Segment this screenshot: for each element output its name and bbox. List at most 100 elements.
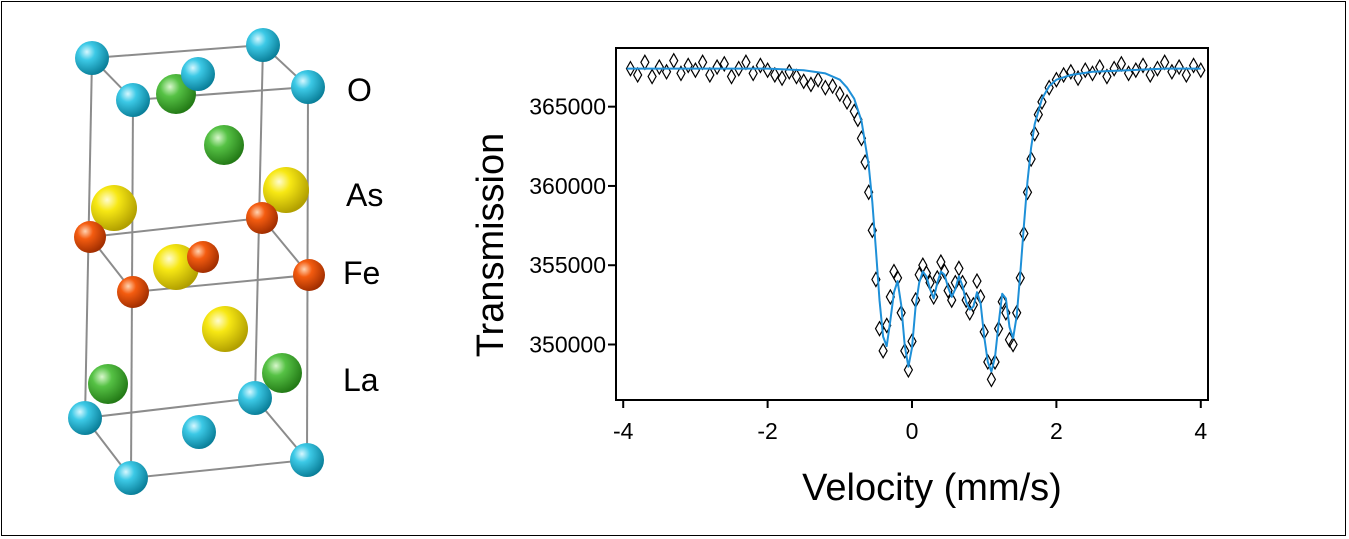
data-point	[1030, 125, 1040, 142]
atom-la	[88, 364, 128, 404]
data-point	[813, 71, 823, 88]
x-axis-title: Velocity (mm/s)	[802, 467, 1062, 509]
x-tick-label: 4	[1194, 418, 1207, 444]
data-point	[1037, 93, 1047, 111]
data-point	[820, 79, 831, 96]
data-point	[1188, 57, 1199, 74]
data-point	[1131, 61, 1141, 79]
data-point	[1095, 58, 1105, 76]
data-point	[1058, 66, 1069, 84]
data-point	[726, 68, 737, 85]
data-point	[1109, 60, 1119, 77]
data-point	[900, 342, 910, 360]
x-tick-label: -2	[757, 418, 777, 444]
data-point	[983, 353, 993, 371]
data-point	[734, 60, 744, 77]
data-point	[719, 55, 729, 73]
data-point	[697, 54, 708, 71]
data-point	[806, 76, 816, 93]
y-tick-label: 360000	[529, 173, 606, 199]
data-points	[625, 52, 1206, 388]
data-point	[939, 263, 950, 280]
data-point	[676, 65, 686, 82]
data-point	[1087, 65, 1098, 82]
mossbauer-chart: -4 -2 0 2 4 350000 355000 360000 365000 Velocit…	[470, 47, 1209, 509]
element-label-as: As	[346, 177, 383, 213]
atom-o	[238, 381, 272, 415]
y-tick-label: 365000	[529, 94, 606, 120]
atom-as	[91, 185, 137, 231]
data-point	[1051, 71, 1062, 88]
atom-o	[116, 83, 150, 117]
data-point	[827, 77, 838, 95]
atom-o	[182, 415, 216, 449]
data-point	[968, 296, 979, 314]
element-legend: O As Fe La	[343, 72, 383, 398]
data-point	[928, 288, 939, 306]
data-point	[683, 57, 693, 74]
data-point	[1145, 66, 1155, 84]
data-point	[936, 253, 946, 271]
data-point	[961, 291, 971, 309]
data-point	[1019, 225, 1029, 242]
data-point	[990, 353, 1000, 371]
data-point	[878, 342, 888, 360]
y-tick-label: 355000	[529, 252, 606, 278]
data-point	[1181, 66, 1192, 84]
element-label-fe: Fe	[343, 255, 380, 291]
data-point	[1152, 60, 1163, 77]
data-point	[947, 291, 957, 309]
data-point	[1066, 63, 1076, 80]
data-point	[1080, 61, 1090, 79]
element-label-o: O	[347, 72, 372, 108]
fit-line	[626, 67, 1201, 373]
x-tick-label: 2	[1050, 418, 1063, 444]
y-axis-ticks: 350000 355000 360000 365000	[529, 94, 616, 358]
data-point	[705, 66, 715, 84]
data-point	[1159, 54, 1170, 71]
atom-o	[246, 28, 280, 62]
atom-o	[68, 401, 102, 435]
data-point	[640, 54, 650, 71]
data-point	[755, 57, 766, 74]
data-point	[1008, 336, 1018, 353]
atom-la	[262, 353, 302, 393]
data-point	[943, 282, 953, 299]
atom-fe	[293, 259, 325, 291]
data-point	[1022, 184, 1033, 201]
atom-fe	[74, 221, 106, 253]
data-point	[748, 65, 758, 82]
y-tick-label: 350000	[529, 332, 606, 358]
data-point	[954, 260, 964, 277]
x-tick-label: -4	[613, 418, 634, 444]
data-point	[921, 264, 932, 282]
fit-curve	[626, 67, 1201, 373]
data-point	[741, 54, 751, 71]
data-point	[1001, 304, 1011, 322]
data-point	[993, 320, 1004, 337]
data-point	[997, 293, 1007, 310]
data-point	[712, 58, 722, 76]
atoms	[68, 28, 325, 495]
atom-o	[75, 41, 109, 75]
atom-o	[290, 443, 324, 477]
atom-as	[202, 306, 248, 352]
data-point	[835, 85, 845, 103]
atom-fe	[246, 202, 278, 234]
data-point	[903, 361, 914, 379]
unit-cell-frame	[84, 43, 311, 480]
atom-fe	[117, 276, 149, 308]
atom-as	[263, 167, 309, 213]
data-point	[1044, 79, 1054, 96]
atom-o	[114, 461, 148, 495]
data-point	[1138, 57, 1148, 74]
atom-fe	[187, 241, 219, 273]
data-point	[1033, 106, 1044, 123]
data-point	[777, 69, 787, 87]
atom-o	[181, 57, 215, 91]
data-point	[632, 66, 643, 84]
data-point	[896, 304, 906, 322]
atom-o	[291, 70, 325, 104]
atom-la	[204, 125, 244, 165]
